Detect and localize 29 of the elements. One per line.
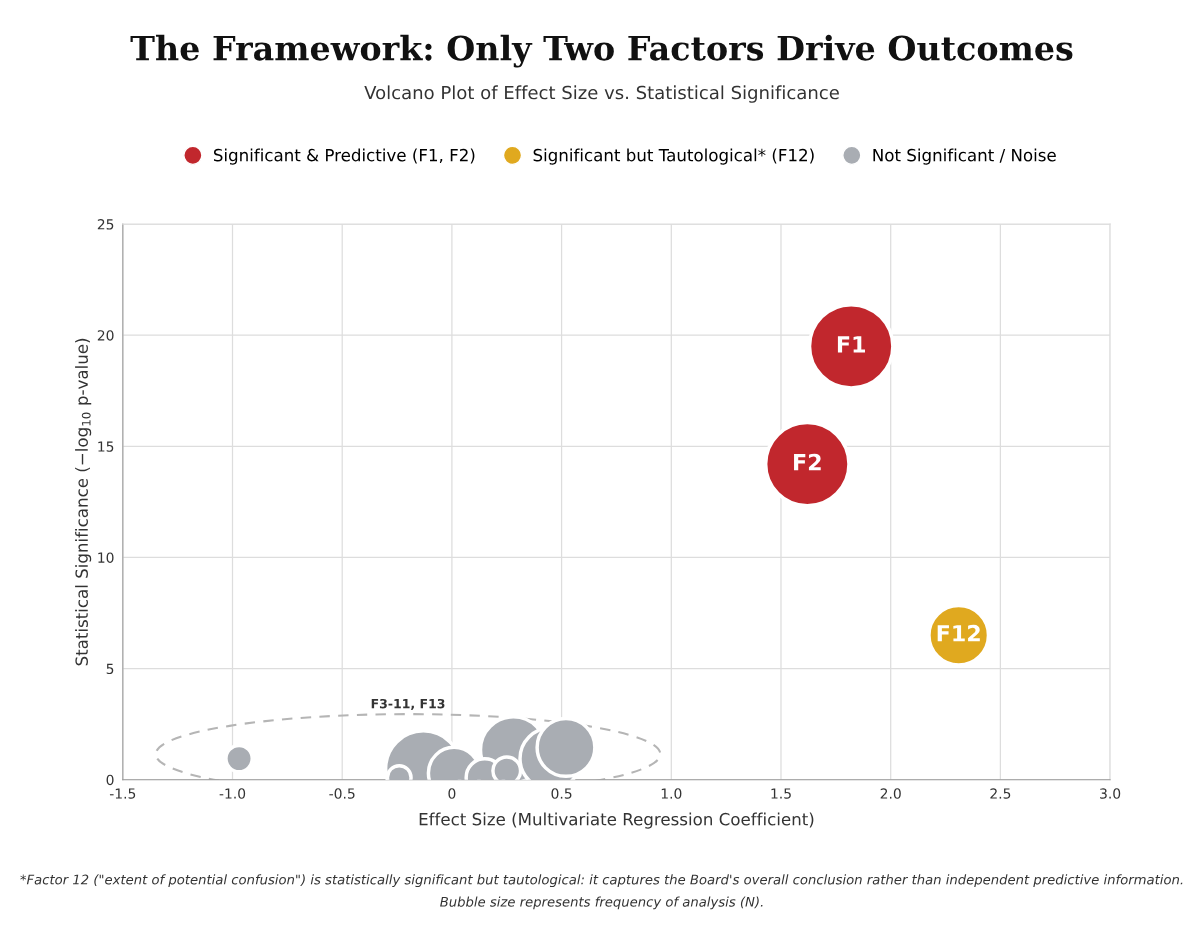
x-tick-label: 0 <box>448 788 456 799</box>
y-tick-label: 10 <box>98 552 114 563</box>
y-axis-title: Statistical Significance (−log$_{10}$ p-value) <box>75 338 92 666</box>
y-tick-label: 5 <box>106 663 114 675</box>
y-tick-label: 15 <box>98 441 114 452</box>
x-tick-label: 3.0 <box>1100 788 1121 799</box>
chart-subtitle: Volcano Plot of Effect Size vs. Statistical Significance <box>364 85 839 103</box>
legend-label: Significant but Tautological* (F12) <box>533 148 814 165</box>
annotation: F3-11, F13 <box>371 698 445 710</box>
x-tick-label: -0.5 <box>329 788 355 799</box>
annotation: F12 <box>937 624 980 642</box>
legend-label: Significant & Predictive (F1, F2) <box>213 148 475 165</box>
x-tick-label: -1.5 <box>109 788 136 799</box>
x-tick-label: 0.5 <box>551 788 572 799</box>
annotation: F2 <box>794 453 821 471</box>
y-tick-label: 20 <box>97 330 114 341</box>
x-tick-label: 1.0 <box>661 788 682 799</box>
legend-label: Not Significant / Noise <box>873 148 1056 165</box>
x-tick-label: -1.0 <box>219 788 246 799</box>
chart-title: The Framework: Only Two Factors Drive Outcomes <box>130 34 1073 68</box>
x-tick-label: 2.5 <box>990 788 1011 799</box>
x-tick-label: 1.5 <box>771 788 791 799</box>
annotation: F1 <box>837 336 865 353</box>
x-tick-label: 2.0 <box>880 788 901 799</box>
y-tick-label: 25 <box>97 219 114 230</box>
y-tick-label: 0 <box>106 774 114 786</box>
x-axis-title: Effect Size (Multivariate Regression Coefficient) <box>419 812 814 829</box>
text: Bubble size represents frequency of analysis (N). <box>440 896 763 910</box>
text: *Factor 12 ("extent of potential confusion") is statistically significant but tautological: it captures the Board's overall conclusion rather than independent predictive information. <box>20 874 1183 888</box>
